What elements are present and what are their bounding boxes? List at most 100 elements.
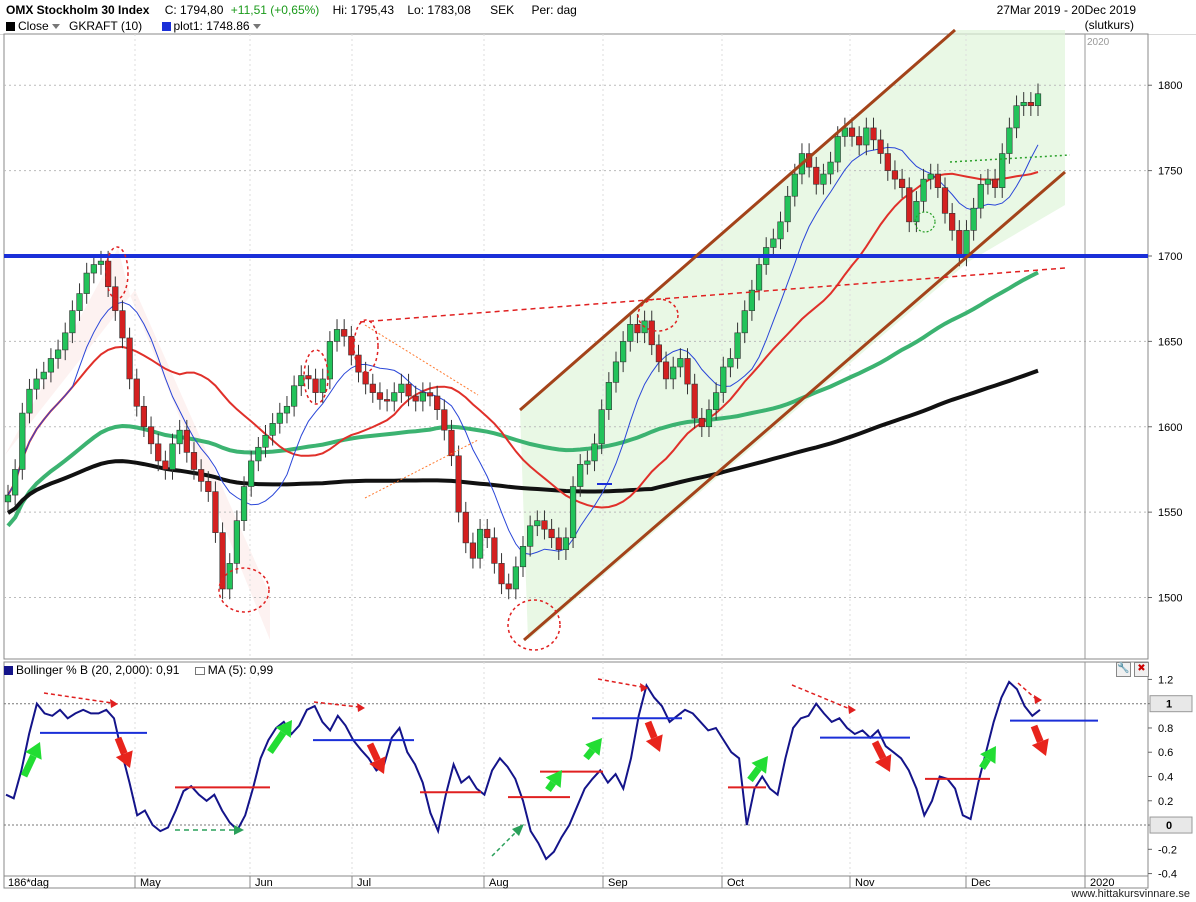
candle: [913, 201, 920, 223]
candle: [147, 426, 155, 445]
candle: [305, 375, 312, 380]
highlight-ellipse: [637, 298, 679, 332]
candle: [455, 455, 462, 513]
indicator-tick-label: 0.4: [1158, 772, 1173, 784]
candle: [140, 405, 148, 428]
candle: [784, 195, 791, 223]
candle: [1027, 102, 1034, 107]
candle: [498, 563, 505, 585]
green-up-arrow-head: [275, 720, 292, 738]
candle: [906, 187, 913, 223]
red-down-arrow-head: [1031, 738, 1049, 756]
chart-header: OMX Stockholm 30 Index C: 1794,80 +11,51…: [0, 0, 1196, 35]
green-dashed-arrow-head: [234, 825, 244, 835]
candle: [748, 289, 755, 311]
x-tick-label: Jul: [357, 877, 371, 889]
x-tick-label: Jun: [255, 877, 273, 889]
indicator-tick-label: 0.2: [1158, 796, 1173, 808]
currency-label: SEK: [490, 3, 515, 17]
candle: [391, 392, 398, 402]
highlight-ellipse: [105, 246, 129, 300]
legend-close[interactable]: Close: [6, 19, 66, 33]
candle: [398, 383, 405, 393]
highlight-ellipse: [507, 599, 561, 651]
percent-b-line: [5, 680, 1041, 861]
tick-highlight: [1149, 695, 1193, 713]
candle: [977, 183, 984, 209]
candle: [419, 392, 426, 402]
candle: [76, 293, 83, 311]
red-down-arrow: [871, 740, 887, 760]
close-value: C: 1794,80: [164, 3, 224, 17]
candle: [369, 383, 376, 393]
candle: [133, 378, 140, 407]
y-tick-label: 1600: [1158, 422, 1182, 434]
green-up-arrow-head: [751, 756, 768, 774]
ma-legend: MA (5): 0,99: [194, 663, 273, 677]
candle: [155, 443, 162, 462]
candle: [713, 392, 720, 410]
highlight-ellipse: [303, 349, 329, 405]
highlight-ellipse: [218, 567, 270, 613]
candle: [698, 417, 705, 428]
candle: [1034, 93, 1042, 107]
green-highlight-ellipse: [914, 211, 936, 233]
candle: [949, 213, 956, 231]
candle: [484, 528, 491, 539]
channel-lower-line: [523, 170, 1066, 642]
green-up-arrow-head: [980, 746, 996, 764]
candle: [548, 528, 555, 539]
candle: [54, 349, 62, 359]
candle: [870, 127, 877, 141]
candle: [119, 310, 126, 339]
candle: [834, 136, 841, 163]
candle: [770, 238, 777, 248]
y-tick-label: 1550: [1158, 507, 1182, 519]
green-up-arrow: [20, 754, 37, 778]
candle: [162, 460, 169, 470]
indicator-tick-label: 1: [1166, 699, 1172, 711]
candle: [255, 446, 262, 462]
candle: [1006, 127, 1013, 154]
candle: [240, 486, 248, 521]
green-up-arrow-head: [545, 770, 562, 788]
candle: [169, 443, 176, 470]
candle: [863, 127, 870, 146]
candle: [4, 494, 12, 503]
chevron-down-icon[interactable]: [252, 24, 261, 29]
green-dashed-arrow-head: [512, 824, 524, 836]
candle: [584, 460, 591, 465]
legend-gkraft[interactable]: GKRAFT (10): [69, 19, 142, 33]
red-dashed-arrow-head: [640, 683, 648, 692]
green-dashed-arrow: [491, 829, 519, 857]
candle: [126, 337, 133, 380]
candle: [26, 388, 33, 414]
green-up-arrow: [979, 757, 991, 770]
chevron-down-icon[interactable]: [51, 24, 60, 29]
candle: [527, 525, 534, 547]
candle: [412, 395, 419, 402]
legend-close-label: Close: [18, 19, 49, 33]
candle: [90, 264, 97, 274]
candle: [634, 324, 641, 334]
candle: [627, 324, 634, 342]
candle: [934, 173, 941, 188]
candle: [727, 358, 734, 368]
green-up-arrow: [583, 747, 596, 761]
close-icon[interactable]: ✖: [1134, 662, 1149, 677]
legend-plot1[interactable]: plot1: 1748.86: [161, 19, 267, 33]
red-down-arrow: [366, 742, 381, 762]
settings-icon[interactable]: 🔧: [1116, 662, 1131, 677]
date-range: 27Mar 2019 - 20Dec 2019: [996, 3, 1136, 17]
candle: [684, 358, 691, 385]
red-down-arrow-head: [874, 754, 892, 772]
candle: [598, 409, 605, 445]
red-dashed-arrow: [597, 678, 643, 688]
red-down-arrow: [1030, 724, 1044, 744]
bollinger-label: Bollinger % B (20, 2,000): 0,91: [16, 663, 180, 677]
red-down-arrow: [114, 736, 128, 756]
candle: [512, 566, 519, 590]
indicator-tick-label: 0.6: [1158, 747, 1173, 759]
candle: [505, 583, 512, 590]
